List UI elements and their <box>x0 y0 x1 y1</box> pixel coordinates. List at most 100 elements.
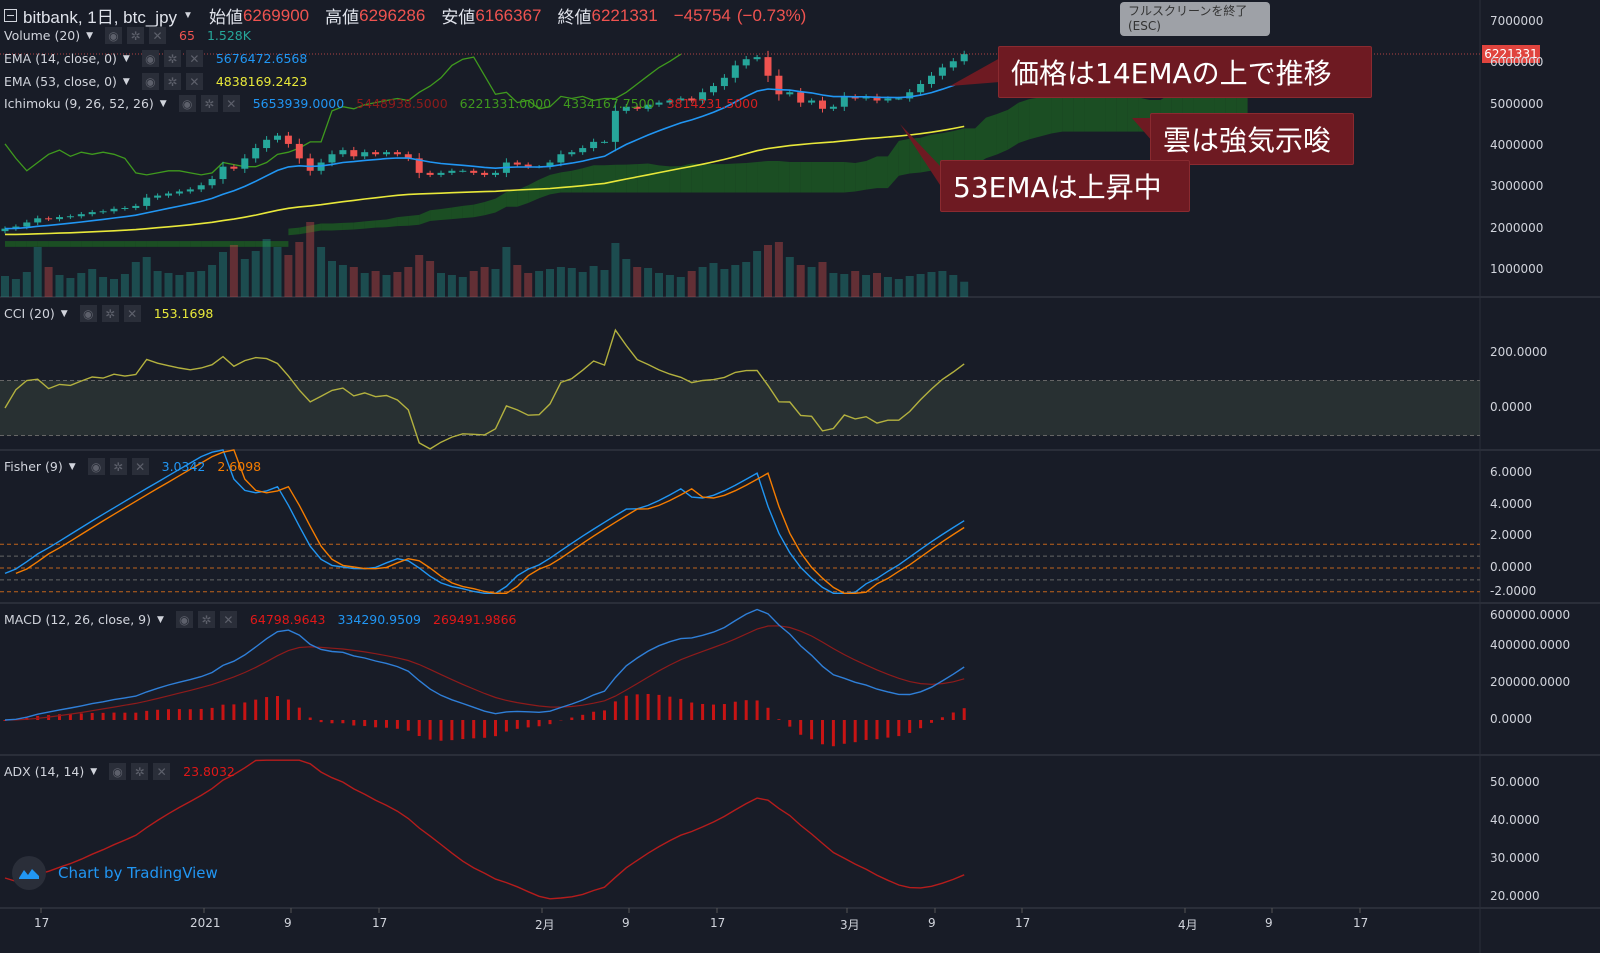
fisher-line <box>4 449 965 594</box>
chevron-down-icon[interactable]: ▼ <box>60 308 68 319</box>
legend-name[interactable]: EMA (53, close, 0) <box>4 74 117 89</box>
annotation-ema53[interactable]: 53EMAは上昇中 <box>940 160 1190 212</box>
candle-body <box>481 172 489 175</box>
candle-body <box>753 57 761 60</box>
ichimoku-cloud-segment <box>15 241 27 247</box>
price-axis-tick: 5000000 <box>1490 96 1544 111</box>
macd-histogram-bar <box>221 704 225 720</box>
candle-body <box>590 141 598 149</box>
legend-value: 5448938.5000 <box>356 96 448 111</box>
gear-icon[interactable]: ✲ <box>127 27 145 44</box>
volume-bar <box>807 267 816 297</box>
ichimoku-cloud-segment <box>233 241 245 247</box>
ichimoku-cloud-segment <box>441 207 452 221</box>
collapse-icon[interactable] <box>4 9 17 22</box>
legend-value: 5653939.0000 <box>252 96 345 111</box>
eye-icon[interactable]: ◉ <box>105 27 123 44</box>
macd-histogram-bar <box>646 693 650 720</box>
macd-histogram-bar <box>374 720 378 728</box>
close-icon[interactable]: ✕ <box>219 611 237 628</box>
candle-body <box>208 179 216 186</box>
macd-histogram-bar <box>406 720 410 731</box>
legend-name[interactable]: MACD (12, 26, close, 9) <box>4 612 151 627</box>
close-icon[interactable]: ✕ <box>185 73 203 90</box>
macd-histogram-bar <box>886 720 890 738</box>
eye-icon[interactable]: ◉ <box>178 95 196 112</box>
eye-icon[interactable]: ◉ <box>175 611 193 628</box>
macd-histogram-bar <box>810 720 814 740</box>
volume-bar <box>404 267 413 297</box>
close-icon[interactable]: ✕ <box>153 763 171 780</box>
macd-histogram-bar <box>439 720 443 741</box>
close-icon[interactable]: ✕ <box>222 95 240 112</box>
gear-icon[interactable]: ✲ <box>131 763 149 780</box>
gear-icon[interactable]: ✲ <box>101 305 119 322</box>
ichimoku-cloud-segment <box>615 164 627 193</box>
legend-name[interactable]: Volume (20) <box>4 28 81 43</box>
chevron-down-icon[interactable]: ▼ <box>183 10 193 21</box>
candle-body <box>77 214 85 217</box>
gear-icon[interactable]: ✲ <box>163 73 181 90</box>
legend-volume: Volume (20) ▼ ◉ ✲ ✕ 65 1.528K <box>4 27 251 44</box>
chevron-down-icon[interactable]: ▼ <box>159 98 167 109</box>
volume-bar <box>753 251 762 297</box>
chevron-down-icon[interactable]: ▼ <box>122 76 130 87</box>
candle-body <box>383 152 390 155</box>
eye-icon[interactable]: ◉ <box>87 458 105 475</box>
legend-value: 65 <box>179 28 195 43</box>
gear-icon[interactable]: ✲ <box>109 458 127 475</box>
volume-bar <box>349 267 358 297</box>
gear-icon[interactable]: ✲ <box>197 611 215 628</box>
macd-histogram-bar <box>679 698 683 720</box>
close-icon[interactable]: ✕ <box>131 458 149 475</box>
close-icon[interactable]: ✕ <box>123 305 141 322</box>
chevron-down-icon[interactable]: ▼ <box>68 461 76 472</box>
annotation-ema14[interactable]: 価格は14EMAの上で推移 <box>998 46 1372 98</box>
gear-icon[interactable]: ✲ <box>200 95 218 112</box>
ichimoku-cloud-segment <box>1029 97 1041 140</box>
eye-icon[interactable]: ◉ <box>109 763 127 780</box>
ichimoku-cloud-segment <box>375 219 387 228</box>
ichimoku-cloud-segment <box>48 241 60 247</box>
legend-name[interactable]: Ichimoku (9, 26, 52, 26) <box>4 96 154 111</box>
chevron-down-icon[interactable]: ▼ <box>90 766 98 777</box>
ichimoku-cloud-segment <box>114 241 125 247</box>
candle-body <box>34 218 42 223</box>
candle-body <box>644 104 652 109</box>
ichimoku-cloud-segment <box>1116 93 1128 132</box>
tradingview-watermark[interactable]: Chart by TradingView <box>12 856 218 890</box>
candle-body <box>56 217 63 220</box>
gear-icon[interactable]: ✲ <box>163 50 181 67</box>
macd-histogram-bar <box>232 704 236 720</box>
ichimoku-cloud-segment <box>244 241 256 247</box>
ichimoku-cloud-segment <box>146 241 158 247</box>
ichimoku-cloud-segment <box>92 241 104 247</box>
close-icon[interactable]: ✕ <box>185 50 203 67</box>
ichimoku-cloud-segment <box>59 241 71 247</box>
chevron-down-icon[interactable]: ▼ <box>157 614 164 625</box>
close-icon[interactable]: ✕ <box>149 27 167 44</box>
symbol-title[interactable]: bitbank, 1日, btc_jpy <box>23 8 178 27</box>
last-price-tag: 6221331 <box>1482 45 1540 63</box>
chevron-down-icon[interactable]: ▼ <box>86 30 94 41</box>
ichimoku-cloud-segment <box>495 191 507 213</box>
legend-name[interactable]: CCI (20) <box>4 306 55 321</box>
adx-axis-tick: 40.0000 <box>1490 813 1540 827</box>
price-axis-tick: 4000000 <box>1490 137 1544 152</box>
eye-icon[interactable]: ◉ <box>79 305 97 322</box>
ichimoku-cloud-segment <box>321 223 332 231</box>
legend-name[interactable]: Fisher (9) <box>4 459 63 474</box>
ichimoku-cloud-segment <box>190 241 202 247</box>
ichimoku-cloud-segment <box>942 131 954 170</box>
chevron-down-icon[interactable]: ▼ <box>122 53 130 64</box>
legend-name[interactable]: EMA (14, close, 0) <box>4 51 117 66</box>
eye-icon[interactable]: ◉ <box>141 73 159 90</box>
candle-body <box>513 162 521 165</box>
legend-name[interactable]: ADX (14, 14) <box>4 764 85 779</box>
eye-icon[interactable]: ◉ <box>141 50 159 67</box>
ichimoku-cloud-segment <box>975 117 986 165</box>
annotation-cloud[interactable]: 雲は強気示唆 <box>1150 113 1354 165</box>
macd-histogram-bar <box>472 720 476 739</box>
ichimoku-cloud-segment <box>266 241 278 247</box>
